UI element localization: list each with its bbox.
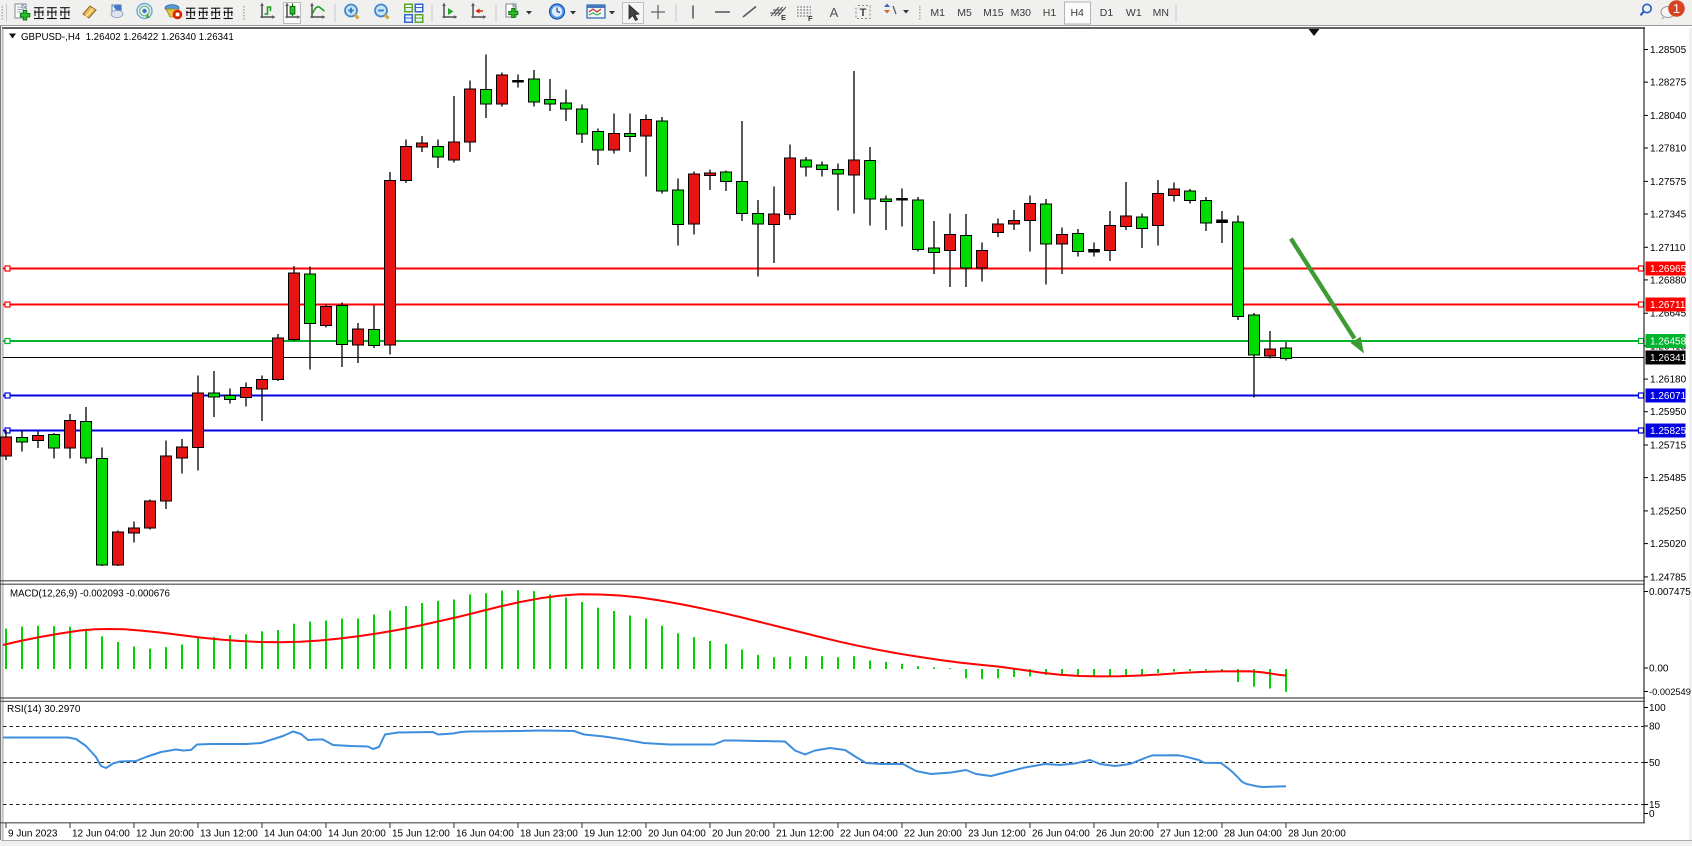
svg-text:15 Jun 12:00: 15 Jun 12:00 [392, 829, 450, 840]
svg-text:1: 1 [1673, 1, 1680, 16]
svg-text:M5: M5 [957, 7, 972, 19]
svg-text:M30: M30 [1011, 7, 1032, 19]
svg-text:0.00: 0.00 [1649, 664, 1669, 675]
svg-text:1.27575: 1.27575 [1650, 177, 1687, 188]
svg-text:15: 15 [1649, 800, 1661, 811]
svg-text:1.25020: 1.25020 [1650, 539, 1687, 550]
svg-text:26 Jun 20:00: 26 Jun 20:00 [1096, 829, 1154, 840]
svg-text:M1: M1 [930, 7, 945, 19]
svg-text:22 Jun 04:00: 22 Jun 04:00 [840, 829, 898, 840]
svg-text:H4: H4 [1070, 7, 1084, 19]
svg-text:1.27110: 1.27110 [1650, 243, 1686, 254]
svg-text:13 Jun 12:00: 13 Jun 12:00 [200, 829, 258, 840]
svg-text:F: F [808, 14, 813, 23]
svg-text:23 Jun 12:00: 23 Jun 12:00 [968, 829, 1026, 840]
svg-text:27 Jun 12:00: 27 Jun 12:00 [1160, 829, 1218, 840]
svg-text:18 Jun 23:00: 18 Jun 23:00 [520, 829, 578, 840]
svg-text:0: 0 [1649, 809, 1655, 820]
svg-text:M15: M15 [983, 7, 1004, 19]
svg-text:E: E [781, 13, 786, 22]
svg-text:1.27810: 1.27810 [1650, 144, 1687, 155]
svg-text:1.28505: 1.28505 [1650, 45, 1687, 56]
svg-text:1.28275: 1.28275 [1650, 78, 1687, 89]
svg-text:D1: D1 [1100, 7, 1114, 19]
svg-text:1.27345: 1.27345 [1650, 210, 1687, 221]
svg-text:9 Jun 2023: 9 Jun 2023 [8, 829, 58, 840]
svg-text:1.25485: 1.25485 [1650, 473, 1687, 484]
svg-text:1.26458: 1.26458 [1650, 337, 1687, 348]
svg-text:T: T [860, 7, 867, 19]
svg-text:1.26880: 1.26880 [1650, 275, 1687, 286]
svg-text:26 Jun 04:00: 26 Jun 04:00 [1032, 829, 1090, 840]
svg-text:1.26341: 1.26341 [1650, 353, 1687, 364]
svg-text:MN: MN [1153, 7, 1169, 19]
svg-text:1.25250: 1.25250 [1650, 506, 1687, 517]
svg-text:1.25715: 1.25715 [1650, 441, 1687, 452]
svg-text:80: 80 [1649, 722, 1661, 733]
svg-text:GBPUSD-,H4 1.26402 1.26422 1.: GBPUSD-,H4 1.26402 1.26422 1.26340 1.263… [21, 32, 234, 43]
svg-text:1.25950: 1.25950 [1650, 407, 1687, 418]
svg-text:1.28040: 1.28040 [1650, 111, 1687, 122]
svg-text:16 Jun 04:00: 16 Jun 04:00 [456, 829, 514, 840]
svg-text:21 Jun 12:00: 21 Jun 12:00 [776, 829, 834, 840]
svg-text:28 Jun 04:00: 28 Jun 04:00 [1224, 829, 1282, 840]
svg-text:H1: H1 [1043, 7, 1057, 19]
svg-text:14 Jun 20:00: 14 Jun 20:00 [328, 829, 386, 840]
svg-text:1.26965: 1.26965 [1650, 264, 1687, 275]
svg-text:20 Jun 04:00: 20 Jun 04:00 [648, 829, 706, 840]
svg-text:1.26645: 1.26645 [1650, 309, 1687, 320]
svg-text:20 Jun 20:00: 20 Jun 20:00 [712, 829, 770, 840]
svg-text:RSI(14) 30.2970: RSI(14) 30.2970 [7, 704, 81, 715]
svg-text:14 Jun 04:00: 14 Jun 04:00 [264, 829, 322, 840]
svg-text:MACD(12,26,9) -0.002093 -0.000: MACD(12,26,9) -0.002093 -0.000676 [10, 589, 170, 600]
svg-text:19 Jun 12:00: 19 Jun 12:00 [584, 829, 642, 840]
svg-text:1.26180: 1.26180 [1650, 375, 1687, 386]
svg-text:12 Jun 20:00: 12 Jun 20:00 [136, 829, 194, 840]
svg-text:-0.002549: -0.002549 [1649, 687, 1691, 697]
svg-text:0.007475: 0.007475 [1649, 587, 1691, 598]
svg-text:A: A [830, 5, 839, 20]
svg-text:22 Jun 20:00: 22 Jun 20:00 [904, 829, 962, 840]
svg-text:1.26711: 1.26711 [1650, 300, 1686, 311]
svg-text:1.24785: 1.24785 [1650, 572, 1687, 583]
svg-text:28 Jun 20:00: 28 Jun 20:00 [1288, 829, 1346, 840]
svg-text:50: 50 [1649, 758, 1661, 769]
svg-text:1.25825: 1.25825 [1650, 426, 1687, 437]
svg-text:12 Jun 04:00: 12 Jun 04:00 [72, 829, 130, 840]
svg-text:1.26071: 1.26071 [1650, 391, 1687, 402]
svg-text:W1: W1 [1126, 7, 1142, 19]
svg-text:100: 100 [1649, 703, 1666, 714]
